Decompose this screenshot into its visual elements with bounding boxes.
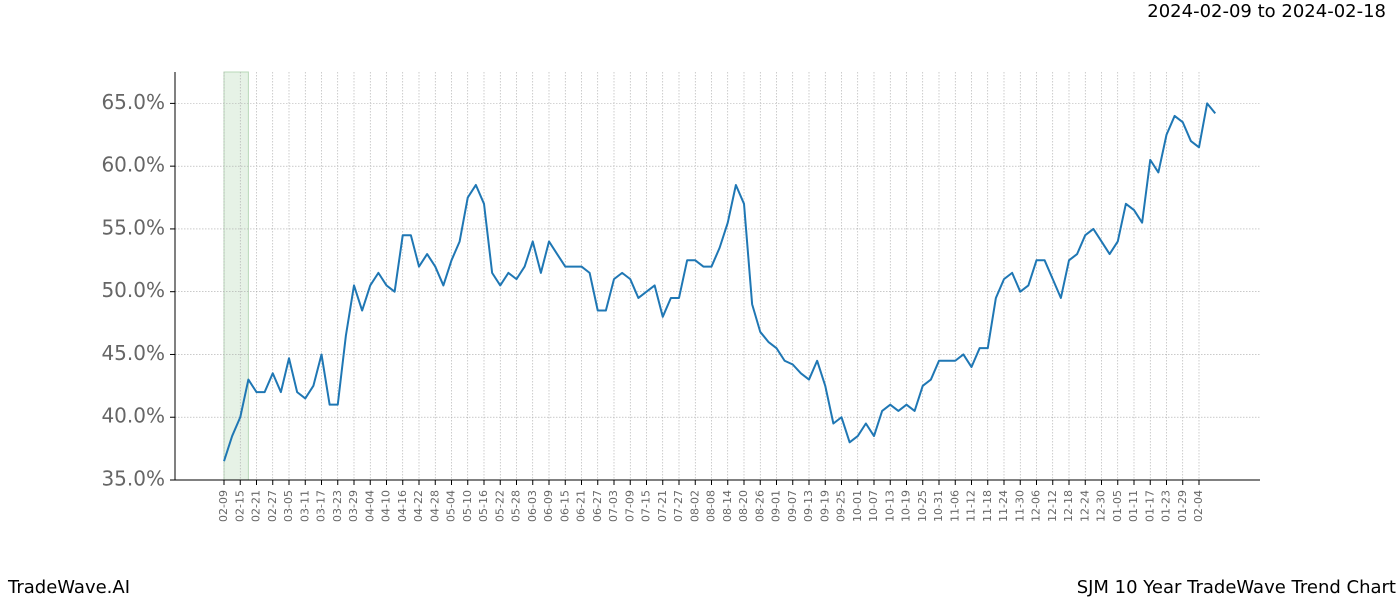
x-tick-label: 09-25 (835, 490, 848, 522)
x-tick-label: 03-05 (282, 490, 295, 522)
x-tick-label: 10-01 (851, 490, 864, 522)
x-tick-label: 12-24 (1078, 490, 1091, 522)
x-tick-label: 10-07 (867, 490, 880, 522)
x-tick-label: 01-29 (1176, 490, 1189, 522)
x-tick-label: 07-21 (656, 490, 669, 522)
x-tick-label: 11-30 (1013, 490, 1026, 522)
x-tick-label: 07-15 (640, 490, 653, 522)
x-tick-label: 06-27 (591, 490, 604, 522)
x-tick-label: 11-24 (997, 490, 1010, 522)
x-tick-label: 02-21 (250, 490, 263, 522)
x-tick-label: 02-09 (217, 490, 230, 522)
x-tick-label: 09-01 (770, 490, 783, 522)
x-tick-label: 09-13 (802, 490, 815, 522)
x-tick-label: 01-23 (1160, 490, 1173, 522)
chart-caption: SJM 10 Year TradeWave Trend Chart (1077, 577, 1396, 598)
x-tick-label: 06-09 (542, 490, 555, 522)
x-tick-label: 07-09 (623, 490, 636, 522)
x-tick-label: 06-21 (575, 490, 588, 522)
x-tick-label: 06-03 (526, 490, 539, 522)
x-tick-label: 07-27 (672, 490, 685, 522)
x-tick-label: 04-16 (396, 490, 409, 522)
x-tick-label: 07-03 (607, 490, 620, 522)
x-tick-label: 05-22 (493, 490, 506, 522)
x-tick-label: 10-25 (916, 490, 929, 522)
x-tick-label: 12-30 (1095, 490, 1108, 522)
date-range: 2024-02-09 to 2024-02-18 (1147, 1, 1386, 22)
x-tick-label: 01-11 (1127, 490, 1140, 522)
y-tick-label: 50.0% (101, 278, 165, 302)
x-tick-label: 06-15 (558, 490, 571, 522)
y-tick-label: 35.0% (101, 467, 165, 491)
x-tick-label: 11-18 (981, 490, 994, 522)
trend-line (223, 102, 1217, 462)
x-tick-label: 09-19 (818, 490, 831, 522)
x-tick-label: 08-14 (721, 490, 734, 522)
x-tick-label: 02-27 (266, 490, 279, 522)
x-tick-label: 12-06 (1030, 490, 1043, 522)
x-tick-label: 03-11 (298, 490, 311, 522)
y-tick-label: 40.0% (101, 404, 165, 428)
x-tick-label: 03-29 (347, 490, 360, 522)
x-tick-label: 08-20 (737, 490, 750, 522)
x-tick-label: 05-28 (510, 490, 523, 522)
y-tick-label: 45.0% (101, 341, 165, 365)
y-tick-label: 60.0% (101, 153, 165, 177)
x-tick-label: 04-28 (428, 490, 441, 522)
x-tick-label: 12-12 (1046, 490, 1059, 522)
y-tick-label: 65.0% (101, 90, 165, 114)
x-tick-label: 02-04 (1192, 490, 1205, 522)
x-tick-label: 01-05 (1111, 490, 1124, 522)
x-tick-label: 08-02 (688, 490, 701, 522)
x-tick-label: 01-17 (1143, 490, 1156, 522)
x-tick-label: 05-04 (445, 490, 458, 522)
x-tick-label: 10-13 (883, 490, 896, 522)
x-tick-label: 10-31 (932, 490, 945, 522)
x-tick-label: 08-08 (705, 490, 718, 522)
x-tick-label: 11-06 (948, 490, 961, 522)
x-tick-label: 03-23 (331, 490, 344, 522)
x-tick-label: 12-18 (1062, 490, 1075, 522)
x-tick-label: 08-26 (753, 490, 766, 522)
y-tick-label: 55.0% (101, 215, 165, 239)
x-tick-label: 05-10 (461, 490, 474, 522)
x-tick-label: 09-07 (786, 490, 799, 522)
x-tick-label: 03-17 (315, 490, 328, 522)
x-tick-label: 02-15 (233, 490, 246, 522)
x-tick-label: 10-19 (900, 490, 913, 522)
x-tick-label: 04-22 (412, 490, 425, 522)
highlight-band (223, 71, 249, 481)
x-tick-label: 04-10 (380, 490, 393, 522)
x-tick-label: 04-04 (363, 490, 376, 522)
x-tick-label: 05-16 (477, 490, 490, 522)
brand: TradeWave.AI (7, 577, 130, 598)
x-tick-label: 11-12 (965, 490, 978, 522)
